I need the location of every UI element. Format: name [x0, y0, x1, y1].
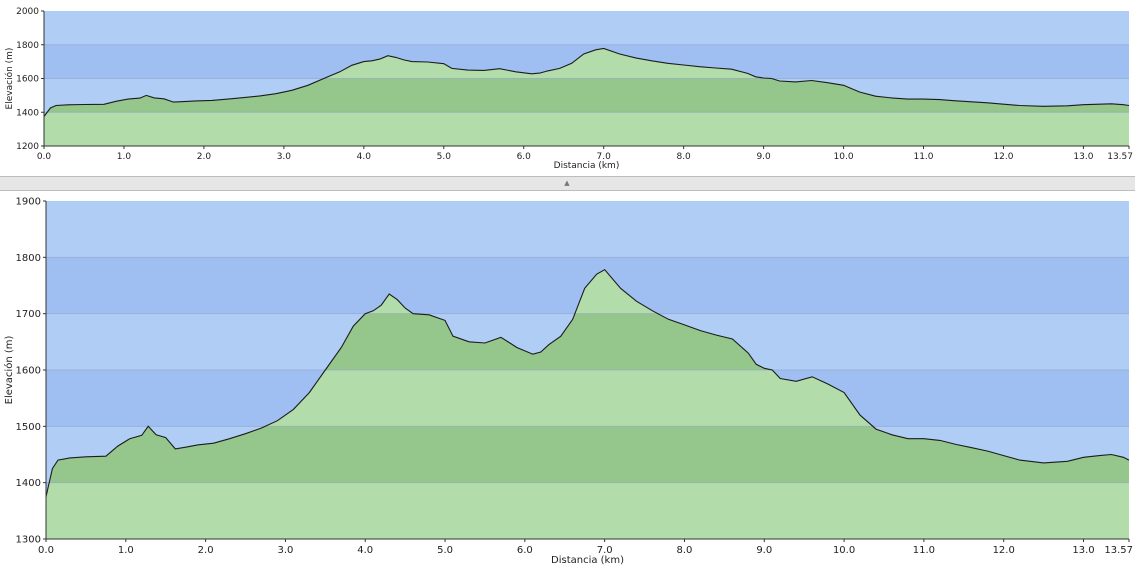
x-tick-label: 12.0	[993, 545, 1015, 556]
y-tick-label: 1900	[16, 197, 41, 208]
sky-band	[46, 201, 1129, 258]
y-axis-title: Elevación (m)	[4, 48, 15, 110]
x-tick-label: 11.0	[913, 545, 935, 556]
x-tick-label: 4.0	[357, 152, 372, 162]
y-tick-label: 2000	[16, 7, 39, 17]
y-tick-label: 1600	[16, 75, 39, 85]
x-tick-label: 0.0	[37, 152, 52, 162]
y-tick-label: 1400	[16, 108, 39, 118]
x-tick-label: 9.0	[756, 152, 771, 162]
elevation-line	[45, 268, 1130, 497]
x-tick-label: 6.0	[517, 152, 532, 162]
x-axis-title: Distancia (km)	[554, 161, 620, 171]
x-tick-label: 3.0	[277, 152, 292, 162]
x-tick-label: 5.0	[437, 152, 452, 162]
y-tick-label: 1600	[16, 366, 41, 377]
x-tick-label: 1.0	[117, 152, 132, 162]
y-tick-label: 1700	[16, 309, 41, 320]
x-tick-label: 13.0	[1072, 545, 1094, 556]
elevation-line	[43, 47, 1130, 117]
x-tick-label: 3.0	[277, 545, 293, 556]
x-axis-title: Distancia (km)	[551, 555, 624, 566]
x-tick-label: 8.0	[676, 152, 691, 162]
y-tick-label: 1200	[16, 142, 39, 152]
y-tick-label: 1800	[16, 253, 41, 264]
x-tick-label: 9.0	[756, 545, 772, 556]
y-tick-label: 1300	[16, 535, 41, 546]
x-tick-label: 10.0	[833, 545, 855, 556]
x-tick-label: 1.0	[118, 545, 134, 556]
x-tick-label: 13.57	[1104, 545, 1133, 556]
y-tick-label: 1800	[16, 41, 39, 51]
panel-splitter[interactable]: ▲	[0, 176, 1135, 191]
sky-band	[44, 11, 1129, 45]
overview-elevation-chart[interactable]: 1200 1400 1600 1800 2000 0.0 1.0 2.0 3.0 4.0 5.0 6.…	[0, 0, 1135, 176]
x-tick-label: 8.0	[677, 545, 693, 556]
x-tick-label: 13.0	[1073, 152, 1093, 162]
x-tick-label: 5.0	[437, 545, 453, 556]
splitter-grip-icon[interactable]: ▲	[564, 179, 570, 187]
x-tick-label: 10.0	[834, 152, 854, 162]
y-tick-label: 1500	[16, 422, 41, 433]
y-tick-label: 1400	[16, 478, 41, 489]
x-tick-label: 13.57	[1107, 152, 1133, 162]
x-tick-label: 6.0	[517, 545, 533, 556]
y-axis-title: Elevación (m)	[3, 336, 15, 405]
x-tick-label: 7.0	[597, 152, 612, 162]
x-tick-label: 11.0	[913, 152, 933, 162]
detail-elevation-chart[interactable]: 1300 1400 1500 1600 1700 1800 1900 0.0 1.0 2.0 3.0…	[0, 191, 1135, 577]
x-tick-label: 12.0	[993, 152, 1013, 162]
x-tick-label: 7.0	[597, 545, 613, 556]
x-tick-label: 0.0	[38, 545, 54, 556]
x-tick-label: 2.0	[198, 545, 214, 556]
x-tick-label: 2.0	[197, 152, 212, 162]
x-tick-label: 4.0	[357, 545, 373, 556]
